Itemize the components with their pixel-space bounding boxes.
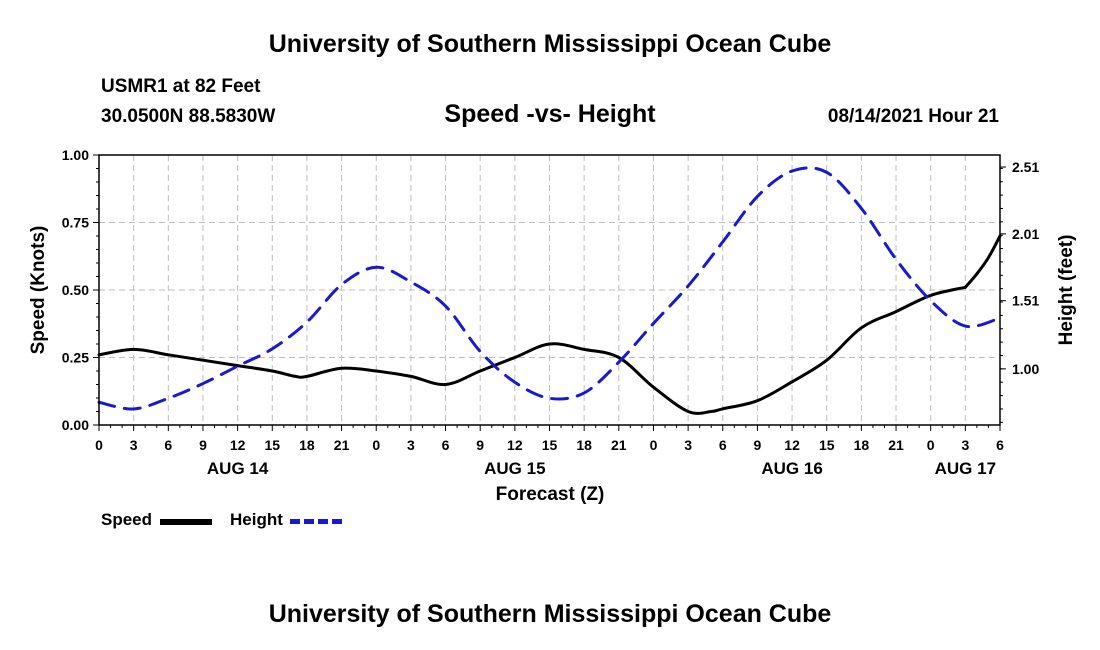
- x-tick-label: 6: [996, 437, 1004, 453]
- legend-height-swatch: [290, 519, 342, 524]
- y-right-axis-title: Height (feet): [1056, 235, 1077, 346]
- x-tick-label: 3: [407, 437, 415, 453]
- date-label: AUG 14: [207, 459, 269, 478]
- x-tick-label: 9: [199, 437, 207, 453]
- x-tick-label: 15: [819, 437, 835, 453]
- y-tick-label: 0.25: [62, 350, 89, 366]
- x-tick-label: 9: [754, 437, 762, 453]
- height-series-line: [97, 166, 1002, 411]
- x-tick-label: 12: [784, 437, 800, 453]
- y-tick-label: 1.00: [62, 147, 89, 163]
- y-tick-label: 0.00: [62, 417, 89, 433]
- x-tick-label: 12: [507, 437, 523, 453]
- datetime-label: 08/14/2021 Hour 21: [827, 106, 999, 127]
- station-label: USMR1 at 82 Feet: [101, 76, 261, 97]
- legend-height-label: Height: [230, 510, 283, 529]
- chart-grid: [99, 155, 1000, 425]
- x-tick-label: 21: [611, 437, 627, 453]
- x-tick-label: 6: [442, 437, 450, 453]
- x-tick-label: 18: [576, 437, 592, 453]
- page-title: University of Southern Mississippi Ocean…: [268, 30, 832, 58]
- chart-series: [97, 166, 1002, 415]
- y-right-tick-label: 2.51: [1012, 159, 1039, 175]
- x-tick-label: 21: [888, 437, 904, 453]
- y-axis-title: Speed (Knots): [28, 226, 49, 355]
- x-tick-label: 9: [476, 437, 484, 453]
- date-label: AUG 16: [761, 459, 822, 478]
- speed-series-line: [97, 285, 967, 415]
- date-label: AUG 15: [484, 459, 545, 478]
- x-tick-label: 15: [264, 437, 280, 453]
- footer-title: University of Southern Mississippi Ocean…: [268, 600, 832, 628]
- y-tick-label: 0.75: [62, 215, 89, 231]
- chart-title: Speed -vs- Height: [444, 100, 656, 128]
- date-label: AUG 17: [935, 459, 996, 478]
- x-tick-label: 0: [372, 437, 380, 453]
- x-tick-label: 3: [684, 437, 692, 453]
- x-tick-label: 6: [164, 437, 172, 453]
- legend-speed-label: Speed: [101, 510, 153, 529]
- x-tick-label: 3: [961, 437, 969, 453]
- speed-series-tail-line: [963, 234, 1002, 289]
- y-right-tick-label: 1.00: [1012, 361, 1039, 377]
- x-tick-label: 21: [334, 437, 350, 453]
- y-right-tick-label: 2.01: [1012, 226, 1039, 242]
- chart-axes: 0 3 6 9 12 15 18 21 0 3 6 9 12 15 18 21 0 3 6 9 12 15 18 21 0 3 6A…: [62, 147, 1040, 478]
- coordinates-label: 30.0500N 88.5830W: [101, 106, 276, 127]
- x-tick-label: 18: [854, 437, 870, 453]
- legend-speed-swatch: [160, 519, 212, 525]
- x-tick-label: 12: [230, 437, 246, 453]
- x-axis-title: Forecast (Z): [496, 484, 605, 505]
- x-tick-label: 15: [542, 437, 558, 453]
- x-tick-label: 0: [650, 437, 658, 453]
- x-tick-label: 0: [95, 437, 103, 453]
- x-tick-label: 3: [130, 437, 138, 453]
- x-tick-label: 18: [299, 437, 315, 453]
- y-right-tick-label: 1.51: [1012, 293, 1039, 309]
- x-tick-label: 0: [927, 437, 935, 453]
- x-tick-label: 6: [719, 437, 727, 453]
- y-tick-label: 0.50: [62, 282, 89, 298]
